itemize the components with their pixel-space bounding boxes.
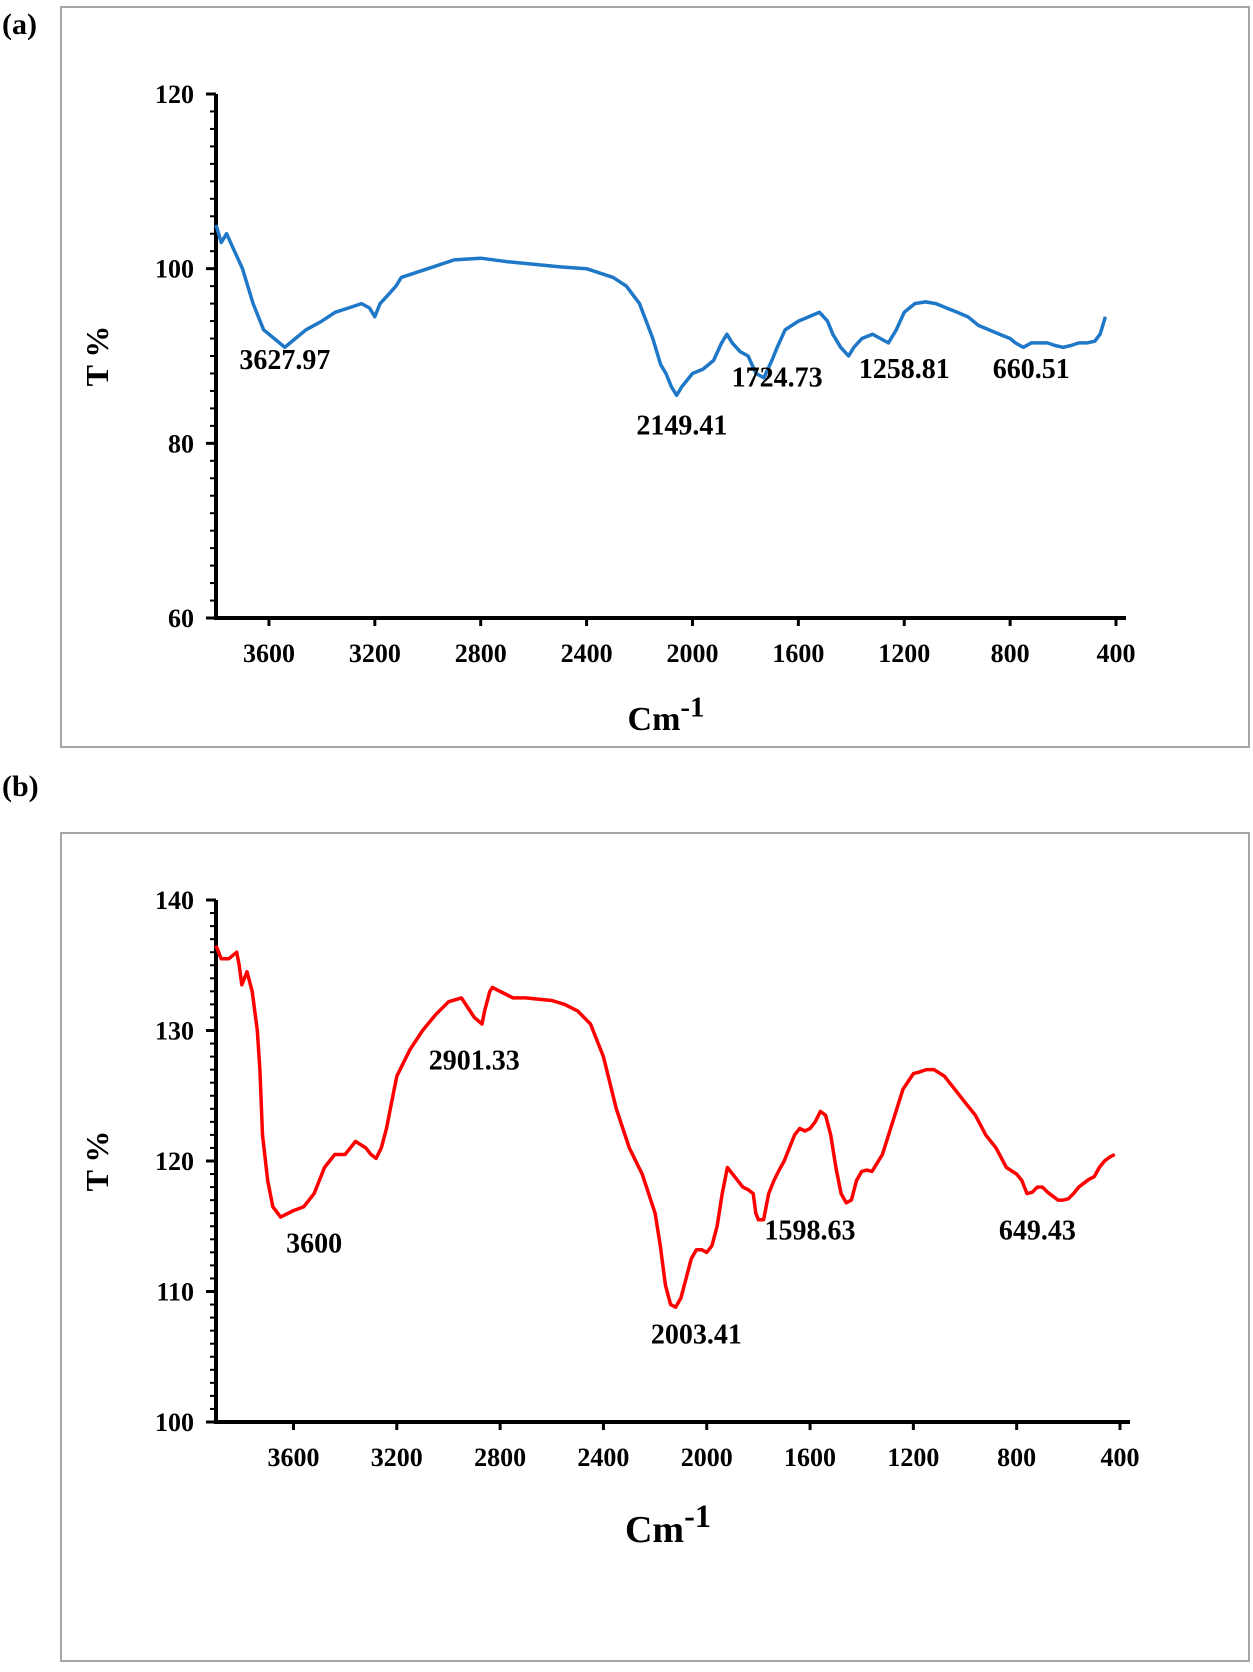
x-tick-label-a: 800	[991, 639, 1030, 668]
peak-label-a: 1724.73	[732, 363, 823, 394]
peak-label-b: 2901.33	[429, 1046, 520, 1077]
x-tick-label-a: 2800	[455, 639, 507, 668]
x-tick-label-a: 1600	[772, 639, 824, 668]
x-tick-label-a: 400	[1097, 639, 1136, 668]
y-tick-label-b: 120	[155, 1147, 194, 1176]
peak-label-a: 3627.97	[239, 345, 330, 376]
y-tick-label-a: 120	[155, 80, 194, 109]
y-tick-label-a: 100	[155, 255, 194, 284]
y-tick-label-b: 110	[156, 1278, 194, 1307]
peak-label-a: 660.51	[993, 354, 1070, 385]
x-tick-label-b: 800	[997, 1443, 1036, 1472]
x-tick-label-b: 3200	[371, 1443, 423, 1472]
x-tick-label-b: 2000	[681, 1443, 733, 1472]
series-line-b	[214, 945, 1116, 1309]
peak-label-a: 1258.81	[859, 354, 950, 385]
x-tick-label-b: 1200	[887, 1443, 939, 1472]
x-tick-label-a: 2400	[561, 639, 613, 668]
chart-b: 100 110 120 130 140 3600 3200 2800 2400 2000 1600 1…	[79, 886, 1140, 1551]
x-tick-label-b: 400	[1101, 1443, 1140, 1472]
y-tick-label-b: 140	[155, 886, 194, 915]
series-line-a	[214, 224, 1108, 398]
x-tick-label-a: 3600	[243, 639, 295, 668]
x-tick-label-b: 2400	[577, 1443, 629, 1472]
x-tick-label-a: 3200	[349, 639, 401, 668]
y-tick-label-a: 60	[168, 604, 194, 633]
y-tick-label-a: 80	[168, 429, 194, 458]
peak-label-b: 649.43	[999, 1215, 1076, 1246]
x-tick-label-b: 2800	[474, 1443, 526, 1472]
panel-label-b: (b)	[2, 770, 39, 803]
chart-frame-b: 100 110 120 130 140 3600 3200 2800 2400 2000 1600 1…	[60, 832, 1250, 1662]
peak-label-b: 3600	[286, 1228, 342, 1259]
peak-label-b: 1598.63	[765, 1215, 856, 1246]
y-tick-label-b: 130	[155, 1017, 194, 1046]
x-axis-title-b: Cm-1	[625, 1498, 711, 1551]
y-tick-label-b: 100	[155, 1408, 194, 1437]
x-tick-label-b: 3600	[267, 1443, 319, 1472]
y-axis-title-a: T %	[79, 326, 115, 387]
x-tick-label-b: 1600	[784, 1443, 836, 1472]
peak-label-b: 2003.41	[651, 1320, 742, 1351]
chart-a: 60 80 100 120 3600 3200 2800 2400 2000 1600 1200 80…	[79, 80, 1136, 738]
x-tick-label-a: 1200	[878, 639, 930, 668]
peak-label-a: 2149.41	[636, 411, 727, 442]
x-tick-label-a: 2000	[666, 639, 718, 668]
y-axis-title-b: T %	[79, 1131, 115, 1192]
panel-label-a: (a)	[2, 8, 37, 41]
chart-frame-a: 60 80 100 120 3600 3200 2800 2400 2000 1600 1200 80…	[60, 6, 1250, 748]
x-axis-title-a: Cm-1	[628, 691, 705, 738]
